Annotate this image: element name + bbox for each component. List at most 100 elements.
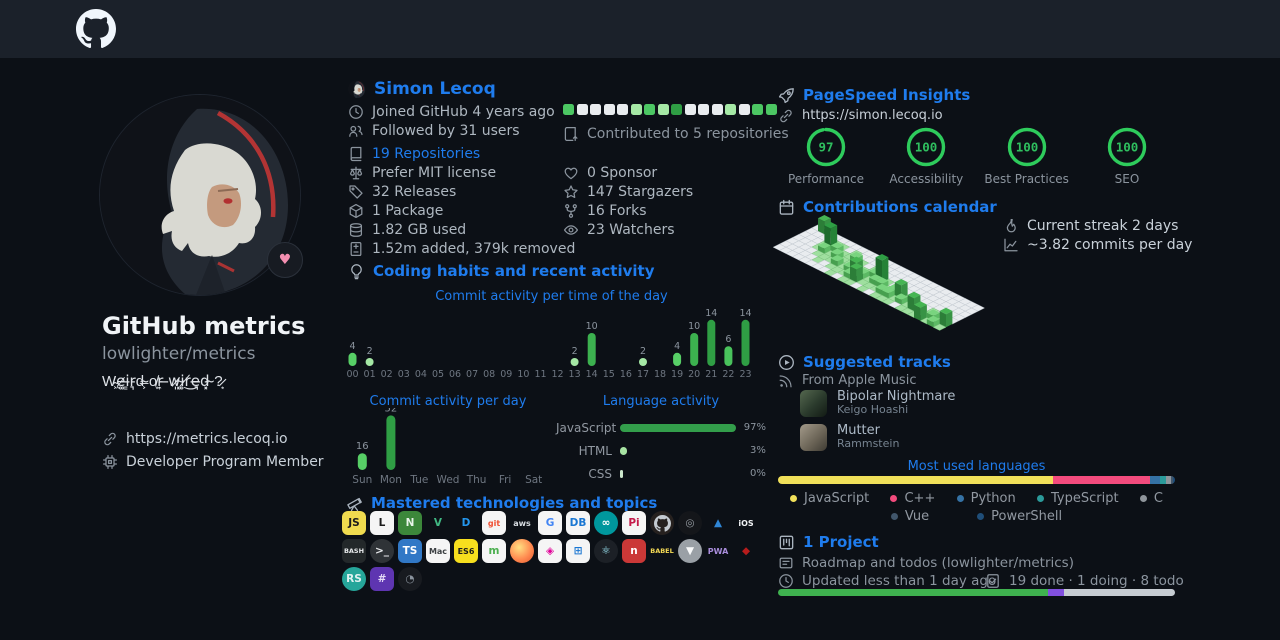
lang-segment-vue <box>1170 476 1173 484</box>
tech-raspberry-pi-icon: Pi <box>622 511 646 535</box>
package-icon <box>348 203 364 219</box>
user-header[interactable]: Simon Lecoq <box>348 79 496 99</box>
days-chart-title: Commit activity per day <box>369 394 527 409</box>
link-icon <box>102 431 118 447</box>
checklist-icon <box>985 573 1001 589</box>
track-title: Bipolar Nightmare <box>837 389 956 404</box>
star-icon <box>563 184 579 200</box>
language-bar <box>620 446 627 455</box>
gauge-performance: 97 Performance <box>778 126 874 186</box>
legend-label: PowerShell <box>991 509 1063 524</box>
website-url[interactable]: https://metrics.lecoq.io <box>126 430 288 447</box>
track-artist: Rammstein <box>837 437 900 450</box>
legend-dot <box>977 513 985 520</box>
tech-pwa-icon: PWA <box>707 546 729 556</box>
stat-row-diff: 1.52m added, 379k removed <box>348 239 575 258</box>
pagespeed-url[interactable]: https://simon.lecoq.io <box>802 108 943 123</box>
svg-text:14: 14 <box>739 308 751 319</box>
track-artist: Keigo Hoashi <box>837 403 909 416</box>
stat-label: 0 Sponsor <box>587 164 658 181</box>
github-logo-icon[interactable] <box>76 9 116 49</box>
lang-segment-powershell <box>1172 476 1175 484</box>
lang-segment-python <box>1150 476 1160 484</box>
svg-text:100: 100 <box>1116 140 1139 155</box>
language-pct: 3% <box>750 445 766 456</box>
svg-text:11: 11 <box>534 369 546 380</box>
tech-ios-icon: iOS <box>738 518 754 528</box>
membership-row: Developer Program Member <box>102 452 324 471</box>
project-section-header[interactable]: 1 Project <box>778 532 879 552</box>
project-status: 19 done · 1 doing · 8 todo <box>1009 572 1184 589</box>
pagespeed-url-row[interactable]: https://simon.lecoq.io <box>778 106 943 125</box>
calendar-section-header[interactable]: Contributions calendar <box>778 197 997 217</box>
svg-text:08: 08 <box>483 369 495 380</box>
language-name: JavaScript <box>556 420 617 435</box>
legend-dot <box>1037 495 1044 502</box>
pagespeed-section-header[interactable]: PageSpeed Insights <box>778 85 970 105</box>
tech-rust-icon: ◆ <box>741 545 751 557</box>
language-bar <box>620 423 737 432</box>
svg-text:09: 09 <box>500 369 512 380</box>
project-title[interactable]: 1 Project <box>803 533 879 551</box>
habits-title[interactable]: Coding habits and recent activity <box>373 262 655 280</box>
legend-dot <box>790 495 797 502</box>
legend-label: C <box>1153 491 1163 506</box>
database-icon <box>348 222 364 238</box>
stat-label: Joined GitHub 4 years ago <box>372 103 555 120</box>
website-row[interactable]: https://metrics.lecoq.io <box>102 429 288 448</box>
repo-stats-list: 19 Repositories Prefer MIT license 32 Rele… <box>348 144 575 258</box>
telescope-icon <box>346 495 363 512</box>
stat-row-heart: 0 Sponsor <box>563 163 693 182</box>
stat-row-fork: 16 Forks <box>563 201 693 220</box>
language-activity-chart: JavaScript 97% HTML 3% CSS 0% <box>556 416 766 485</box>
svg-text:2: 2 <box>367 346 373 357</box>
user-name[interactable]: Simon Lecoq <box>374 79 496 99</box>
svg-text:2: 2 <box>572 346 578 357</box>
project-updated: Updated less than 1 day ago <box>802 572 997 589</box>
tech-azure-icon: ▲ <box>713 517 723 529</box>
tech-terminal-icon: >_ <box>370 539 394 563</box>
music-title[interactable]: Suggested tracks <box>803 353 951 371</box>
svg-text:Sat: Sat <box>525 474 542 486</box>
tech-title[interactable]: Mastered technologies and topics <box>371 494 658 512</box>
project-icon <box>778 534 795 551</box>
tech-sql-icon: DB <box>566 511 590 535</box>
streak-row: Current streak 2 days <box>1003 216 1178 235</box>
svg-text:52: 52 <box>385 408 398 414</box>
gauge-label: Performance <box>787 172 865 186</box>
progress-done <box>778 589 1048 596</box>
track-title: Mutter <box>837 423 880 438</box>
stat-label[interactable]: 19 Repositories <box>372 145 481 162</box>
svg-text:20: 20 <box>688 369 700 380</box>
law-icon <box>348 165 364 181</box>
tech-bash-icon: BASH <box>342 539 366 563</box>
tech-section-header[interactable]: Mastered technologies and topics <box>346 493 657 513</box>
language-pct: 0% <box>750 468 766 479</box>
svg-text:21: 21 <box>705 369 717 380</box>
pagespeed-title[interactable]: PageSpeed Insights <box>803 86 971 104</box>
contrib-square <box>711 104 723 115</box>
tech-arduino-icon: ∞ <box>594 511 618 535</box>
music-section-header[interactable]: Suggested tracks <box>778 352 951 372</box>
svg-text:Tue: Tue <box>409 474 428 486</box>
gauge-label: SEO <box>1114 172 1140 186</box>
play-icon <box>778 354 795 371</box>
stat-row-people: Followed by 31 users <box>348 121 555 140</box>
calendar-title[interactable]: Contributions calendar <box>803 198 997 216</box>
rocket-icon <box>778 87 795 104</box>
track-item[interactable]: Mutter Rammstein <box>800 422 955 452</box>
clock-icon <box>778 573 794 589</box>
habits-section-header[interactable]: Coding habits and recent activity <box>348 261 655 281</box>
tech-vuejs-icon: V <box>433 517 443 529</box>
legend-dot <box>1139 495 1147 502</box>
streak-label: Current streak 2 days <box>1027 217 1179 234</box>
svg-text:07: 07 <box>466 369 478 380</box>
lang-segment-javascript <box>778 476 1053 484</box>
clock-icon <box>348 104 364 120</box>
track-item[interactable]: Bipolar Nightmare Keigo Hoashi <box>800 388 955 418</box>
stat-row-star: 147 Stargazers <box>563 182 693 201</box>
link-row-repo[interactable]: 19 Repositories <box>348 144 575 163</box>
legend-label: Vue <box>904 509 930 524</box>
contrib-square <box>590 104 601 115</box>
legend-dot <box>890 495 898 502</box>
